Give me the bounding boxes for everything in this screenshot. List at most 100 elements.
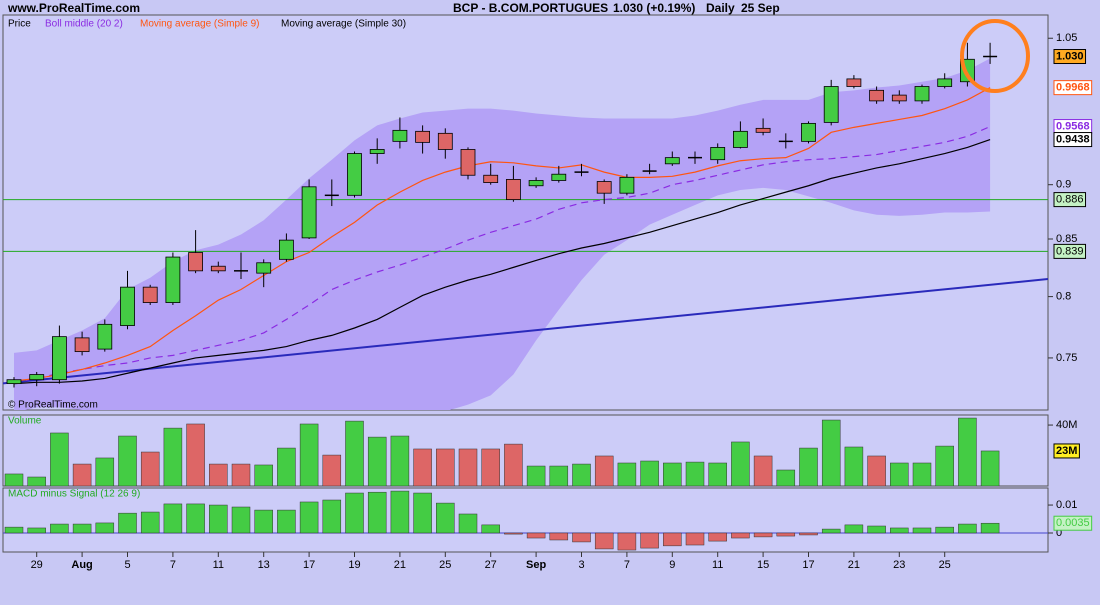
x-tick-label: 25 bbox=[439, 559, 451, 571]
candle-body bbox=[188, 252, 204, 272]
macd-bar bbox=[436, 502, 455, 534]
candle-body bbox=[551, 173, 567, 181]
panel-layer bbox=[4, 417, 1000, 486]
macd-bar bbox=[708, 532, 727, 542]
date: 25 Sep bbox=[741, 1, 780, 15]
candle-body bbox=[937, 78, 953, 87]
x-tick-label: 11 bbox=[213, 559, 224, 571]
candle-body bbox=[914, 86, 930, 102]
watermark: © ProRealTime.com bbox=[8, 400, 98, 411]
volume-bar bbox=[980, 450, 1000, 486]
volume-bar bbox=[209, 463, 228, 486]
x-tick-label: 7 bbox=[624, 559, 630, 571]
axis-marker-box bbox=[1053, 192, 1087, 208]
macd-bar bbox=[186, 503, 205, 534]
x-tick-label: 3 bbox=[578, 559, 584, 571]
macd-bar bbox=[799, 532, 818, 536]
volume-bar bbox=[390, 435, 410, 486]
x-tick-label: 5 bbox=[124, 559, 130, 571]
volume-bar bbox=[821, 419, 841, 486]
candle-body bbox=[437, 132, 453, 150]
volume-bar bbox=[640, 460, 659, 486]
axis-marker-box bbox=[1053, 515, 1093, 531]
x-tick-label: 9 bbox=[669, 559, 675, 571]
macd-bar bbox=[50, 523, 69, 534]
volume-bar bbox=[708, 462, 727, 486]
candle-body bbox=[846, 78, 862, 87]
candle-body bbox=[347, 153, 362, 196]
period: Daily bbox=[706, 1, 735, 15]
candle-body bbox=[596, 181, 612, 194]
axis-marker-label: 0.9438 bbox=[1056, 133, 1090, 145]
macd-bar bbox=[504, 532, 523, 535]
volume-bar bbox=[186, 423, 205, 486]
macd-bar bbox=[322, 499, 342, 534]
candle-body bbox=[528, 180, 544, 187]
volume-bar bbox=[890, 462, 909, 486]
panel-layer bbox=[3, 490, 1048, 551]
volume-bar bbox=[549, 465, 569, 486]
volume-bar bbox=[254, 464, 273, 486]
candle-body bbox=[210, 265, 226, 272]
axis-marker-label: 0.886 bbox=[1056, 194, 1084, 206]
x-tick-label: 27 bbox=[485, 559, 497, 571]
legend-entry: Moving average (Simple 30) bbox=[281, 19, 406, 30]
axis-marker-box bbox=[1053, 132, 1093, 148]
candle-body bbox=[120, 286, 135, 326]
volume-bar bbox=[118, 435, 137, 486]
axis-marker-box bbox=[1053, 49, 1087, 65]
volume-bar bbox=[140, 451, 160, 486]
x-tick-label: 7 bbox=[170, 559, 176, 571]
candle-body bbox=[823, 86, 839, 123]
x-tick-label: 25 bbox=[939, 559, 951, 571]
macd-bar bbox=[254, 509, 273, 534]
macd-bar bbox=[958, 523, 977, 534]
moving-average-line bbox=[13, 138, 991, 385]
volume-bar bbox=[458, 448, 478, 486]
macd-bar bbox=[844, 524, 864, 534]
volume-bar bbox=[27, 476, 46, 486]
macd-bar bbox=[72, 523, 92, 534]
volume-bar bbox=[277, 447, 296, 486]
candle-body bbox=[710, 147, 726, 161]
volume-bar bbox=[504, 443, 523, 486]
candle-body bbox=[483, 174, 499, 183]
volume-label: Volume bbox=[8, 416, 42, 427]
macd-bar bbox=[277, 509, 296, 534]
volume-bar bbox=[526, 465, 546, 486]
axis-marker-label: 0.9968 bbox=[1056, 82, 1090, 94]
macd-bar bbox=[4, 526, 24, 534]
volume-bar bbox=[345, 420, 364, 486]
candle-body bbox=[392, 129, 408, 142]
site: www.ProRealTime.com bbox=[7, 1, 140, 15]
volume-bar bbox=[685, 461, 705, 486]
macd-bar bbox=[980, 522, 1000, 534]
axis-marker-label: 23M bbox=[1056, 445, 1077, 457]
x-tick-label: 21 bbox=[848, 559, 860, 571]
legend-entry: Boll middle (20 2) bbox=[45, 19, 123, 30]
candle-body bbox=[664, 157, 680, 165]
macd-bar bbox=[27, 527, 46, 534]
candle-body bbox=[369, 149, 385, 154]
macd-bar bbox=[163, 503, 183, 534]
x-tick-label: 29 bbox=[31, 559, 43, 571]
macd-bar bbox=[413, 492, 432, 534]
moving-average-line bbox=[13, 126, 991, 383]
macd-bar bbox=[912, 527, 932, 534]
candle-body bbox=[460, 149, 476, 176]
axis-marker-label: 0.0035 bbox=[1056, 517, 1090, 529]
y-tick-label: 0.75 bbox=[1056, 352, 1077, 364]
macd-bar bbox=[526, 532, 546, 539]
macd-bar bbox=[640, 532, 659, 549]
x-tick-label: 21 bbox=[394, 559, 406, 571]
candle-body bbox=[256, 262, 272, 274]
highlight-circle bbox=[960, 19, 1030, 93]
volume-bar bbox=[163, 427, 183, 486]
candle-body bbox=[142, 286, 158, 303]
volume-bar bbox=[481, 448, 500, 486]
volume-bar bbox=[572, 463, 591, 486]
macd-bar bbox=[617, 532, 637, 551]
macd-bar bbox=[594, 532, 614, 550]
volume-bar bbox=[299, 423, 319, 486]
